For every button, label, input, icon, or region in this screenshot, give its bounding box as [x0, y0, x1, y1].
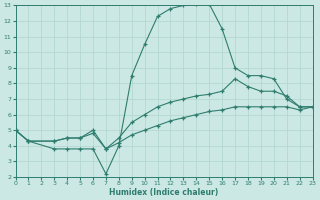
X-axis label: Humidex (Indice chaleur): Humidex (Indice chaleur)	[109, 188, 219, 197]
